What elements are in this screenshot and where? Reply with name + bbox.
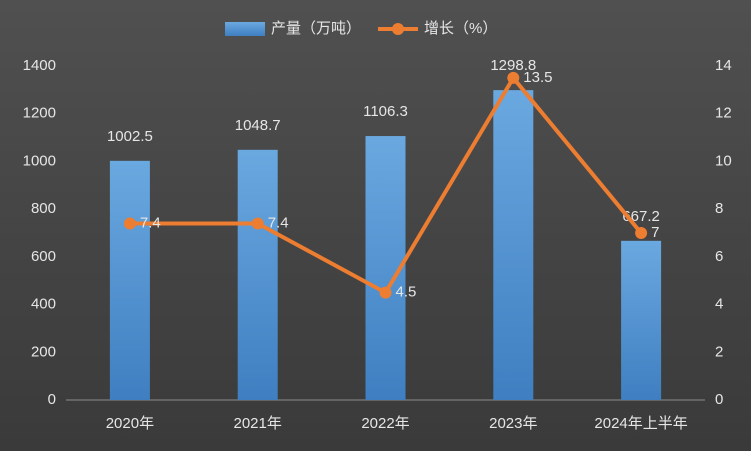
x-tick-label: 2020年 [106, 415, 154, 432]
line-value-label: 7.4 [268, 214, 289, 231]
y-tick-label: 1400 [23, 57, 56, 74]
y2-tick-label: 0 [715, 391, 723, 408]
line-value-label: 4.5 [396, 284, 417, 301]
bar [621, 240, 662, 400]
x-tick-label: 2023年 [489, 415, 537, 432]
line-point [379, 286, 392, 299]
y-tick-label: 400 [31, 296, 56, 313]
bar-value-label: 1298.8 [490, 57, 536, 74]
line-point [123, 217, 136, 230]
line-point [635, 227, 648, 239]
y-tick-label: 800 [31, 200, 56, 217]
y-tick-label: 1200 [23, 105, 56, 122]
y2-tick-label: 4 [715, 296, 723, 313]
bar [493, 90, 534, 400]
legend-swatch [225, 22, 265, 36]
legend-label: 增长（%） [424, 20, 497, 37]
legend-label: 产量（万吨） [271, 20, 361, 37]
y2-tick-label: 6 [715, 248, 723, 265]
y2-tick-label: 12 [715, 105, 732, 122]
bar [109, 160, 150, 400]
bar-value-label: 1106.3 [363, 103, 408, 120]
line-value-label: 7 [651, 224, 659, 241]
y-tick-label: 200 [31, 343, 56, 360]
bar-value-label: 1048.7 [235, 117, 281, 134]
x-tick-label: 2022年 [361, 415, 409, 432]
y-tick-label: 600 [31, 248, 56, 265]
line-point [507, 71, 520, 84]
line-point [251, 217, 264, 230]
y2-tick-label: 10 [715, 152, 732, 169]
bar-value-label: 1002.5 [107, 128, 153, 145]
y-tick-label: 1000 [23, 152, 56, 169]
legend-swatch [392, 23, 404, 35]
y2-tick-label: 14 [715, 57, 732, 74]
line-value-label: 7.4 [140, 214, 161, 231]
y2-tick-label: 8 [715, 200, 723, 217]
y2-tick-label: 2 [715, 343, 723, 360]
bar [237, 149, 278, 400]
x-tick-label: 2021年 [234, 415, 282, 432]
x-tick-label: 2024年上半年 [594, 415, 687, 432]
line-value-label: 13.5 [523, 69, 552, 86]
y-tick-label: 0 [48, 391, 56, 408]
